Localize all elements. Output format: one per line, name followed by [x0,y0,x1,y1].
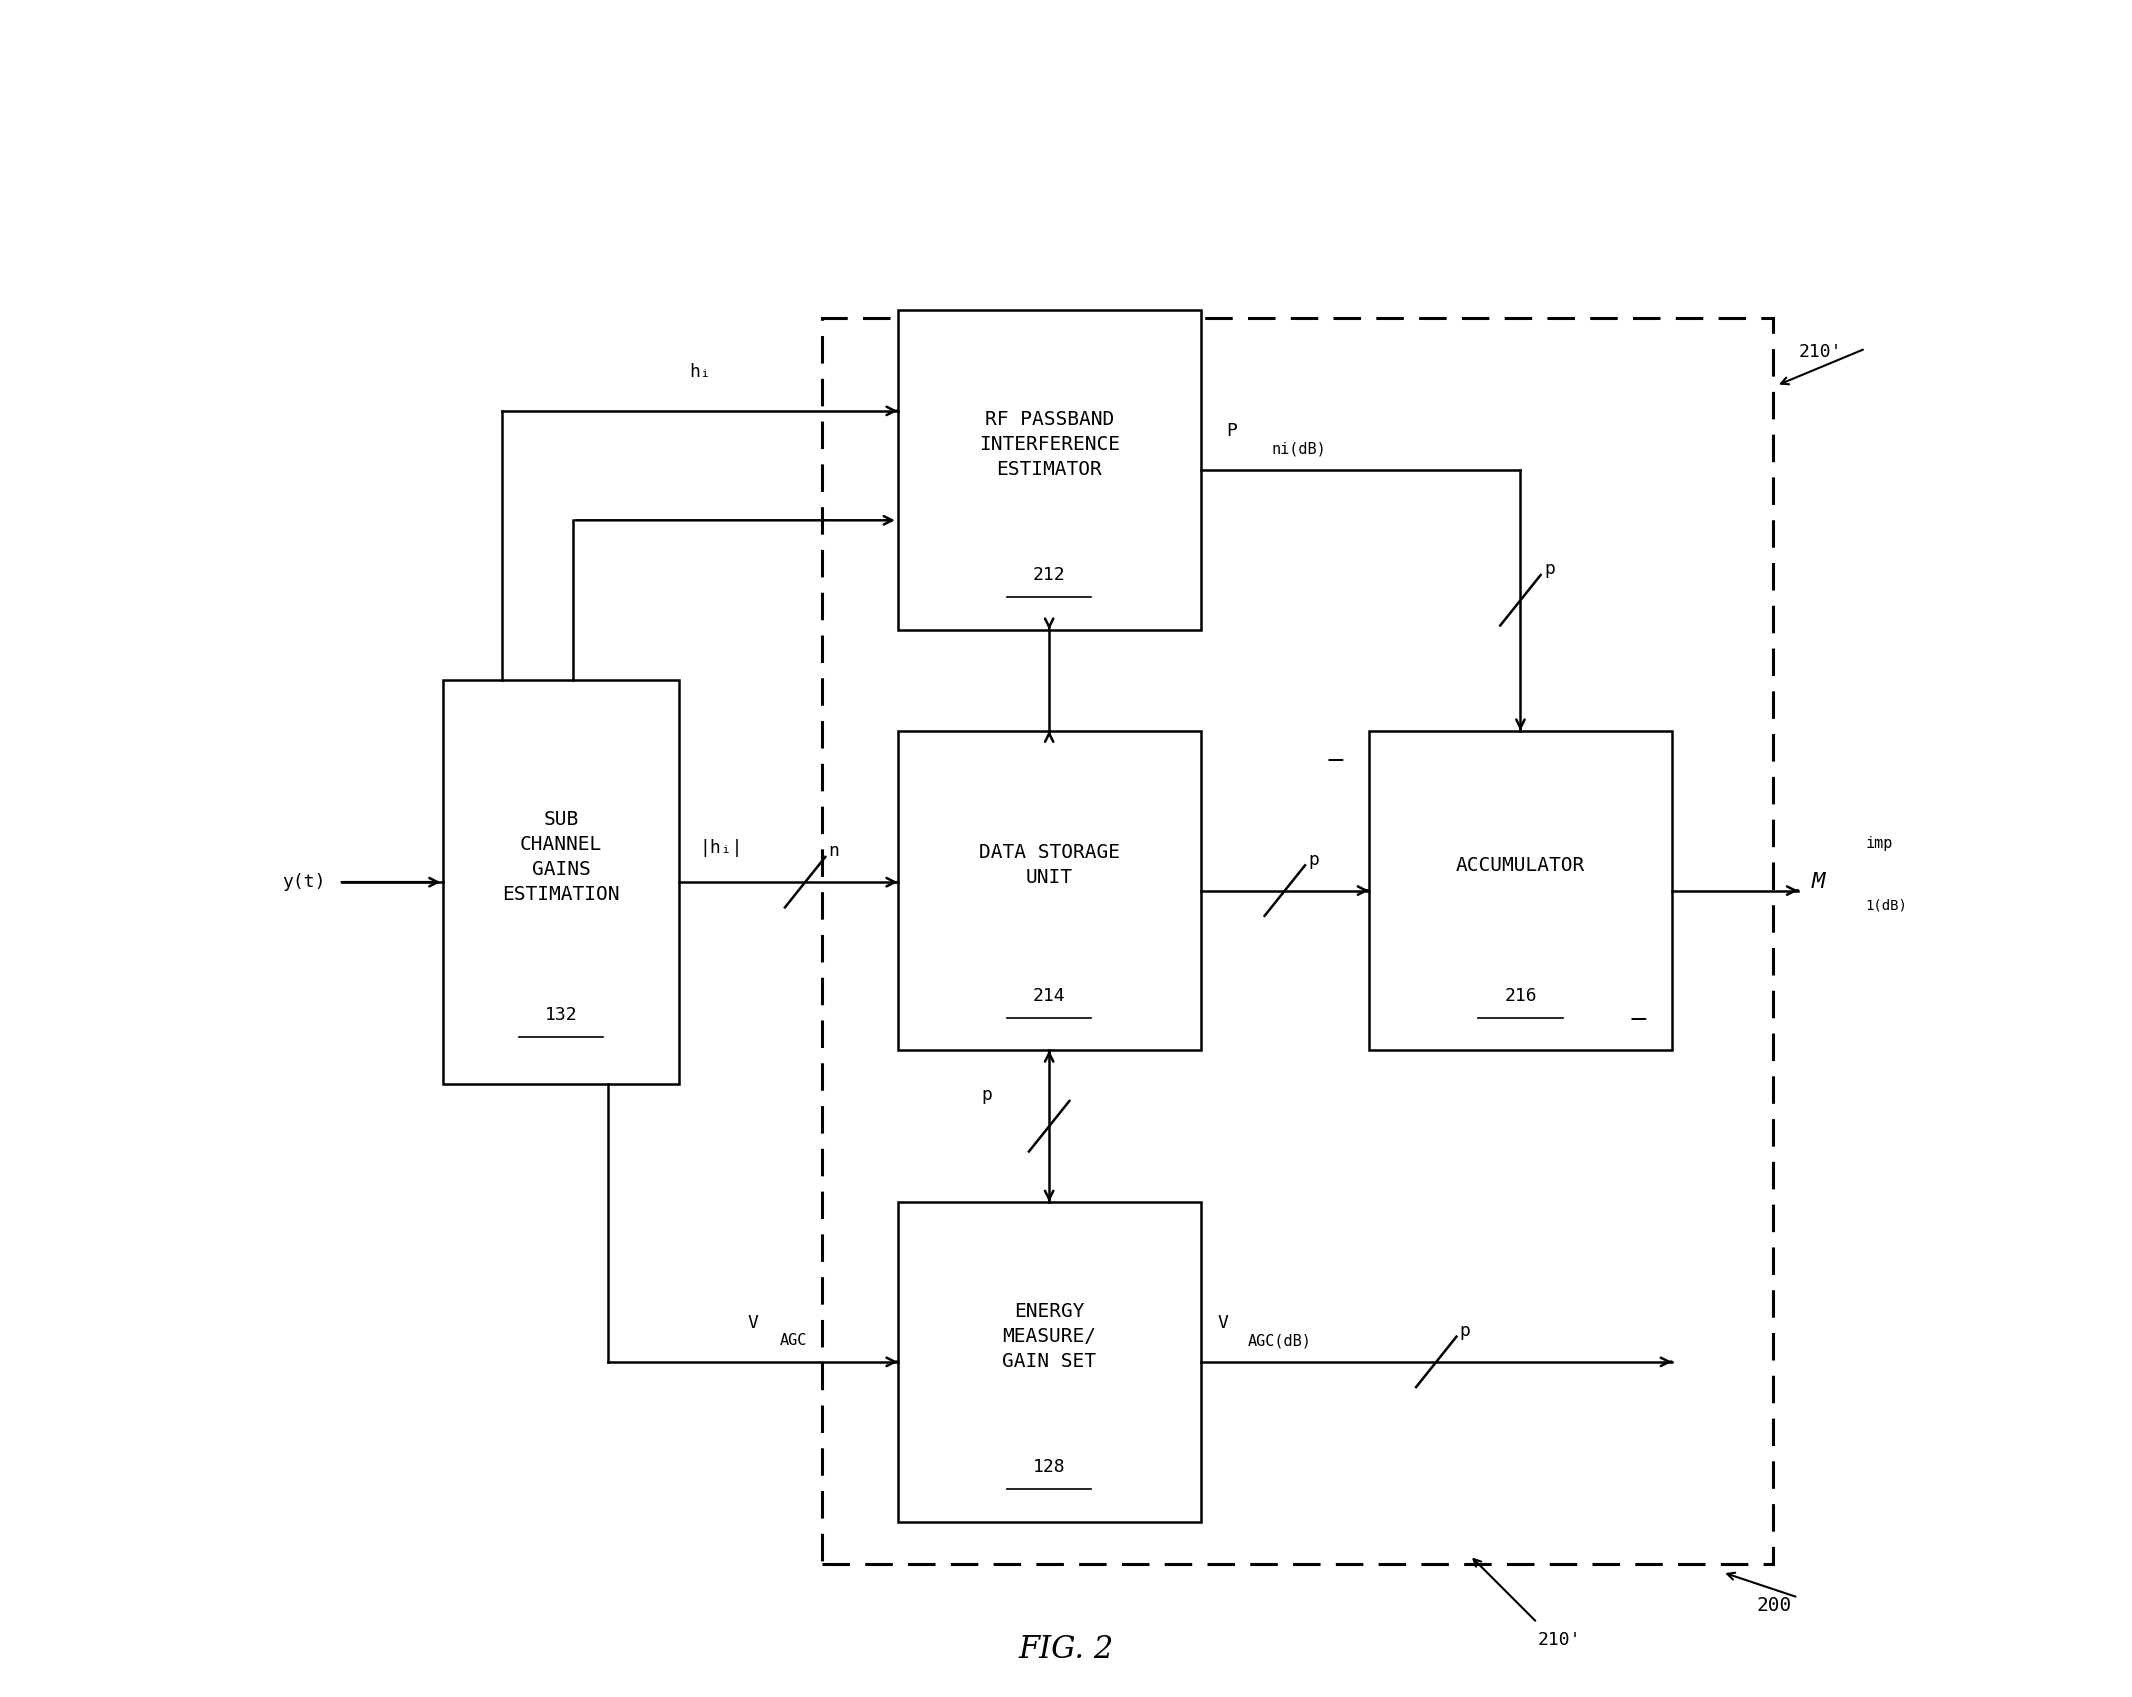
Text: 210': 210' [1537,1631,1580,1648]
Text: 212: 212 [1032,567,1066,584]
Text: p: p [1460,1322,1471,1341]
Text: hᵢ: hᵢ [689,363,710,380]
Text: p: p [983,1086,994,1105]
Text: AGC(dB): AGC(dB) [1247,1334,1311,1349]
Text: FIG. 2: FIG. 2 [1019,1634,1113,1665]
Text: ENERGY
MEASURE/
GAIN SET: ENERGY MEASURE/ GAIN SET [1002,1302,1096,1371]
Text: V: V [1217,1313,1228,1332]
Text: p: p [1544,560,1554,579]
Text: AGC: AGC [780,1334,808,1349]
Text: ACCUMULATOR: ACCUMULATOR [1456,855,1584,876]
Text: −: − [1326,748,1345,772]
Text: n: n [829,842,840,860]
Text: 216: 216 [1505,988,1537,1005]
Text: |hᵢ|: |hᵢ| [699,838,742,857]
Text: 1(dB): 1(dB) [1866,899,1908,913]
Text: SUB
CHANNEL
GAINS
ESTIMATION: SUB CHANNEL GAINS ESTIMATION [503,809,620,905]
FancyBboxPatch shape [443,680,678,1084]
Text: ni(dB): ni(dB) [1271,441,1326,456]
Text: M: M [1812,872,1825,893]
Text: −: − [1629,1008,1648,1032]
Text: imp: imp [1866,837,1893,850]
FancyBboxPatch shape [898,311,1200,630]
Text: 128: 128 [1032,1458,1066,1476]
Text: V: V [748,1313,759,1332]
Text: y(t): y(t) [281,874,326,891]
Text: 214: 214 [1032,988,1066,1005]
Text: 210': 210' [1797,343,1842,361]
FancyBboxPatch shape [898,731,1200,1050]
Text: p: p [1309,850,1320,869]
Text: 132: 132 [546,1006,578,1025]
Text: RF PASSBAND
INTERFERENCE
ESTIMATOR: RF PASSBAND INTERFERENCE ESTIMATOR [979,411,1119,479]
Text: 200: 200 [1757,1597,1791,1616]
Text: P: P [1226,421,1237,440]
FancyBboxPatch shape [1369,731,1671,1050]
Text: DATA STORAGE
UNIT: DATA STORAGE UNIT [979,843,1119,888]
FancyBboxPatch shape [898,1201,1200,1522]
